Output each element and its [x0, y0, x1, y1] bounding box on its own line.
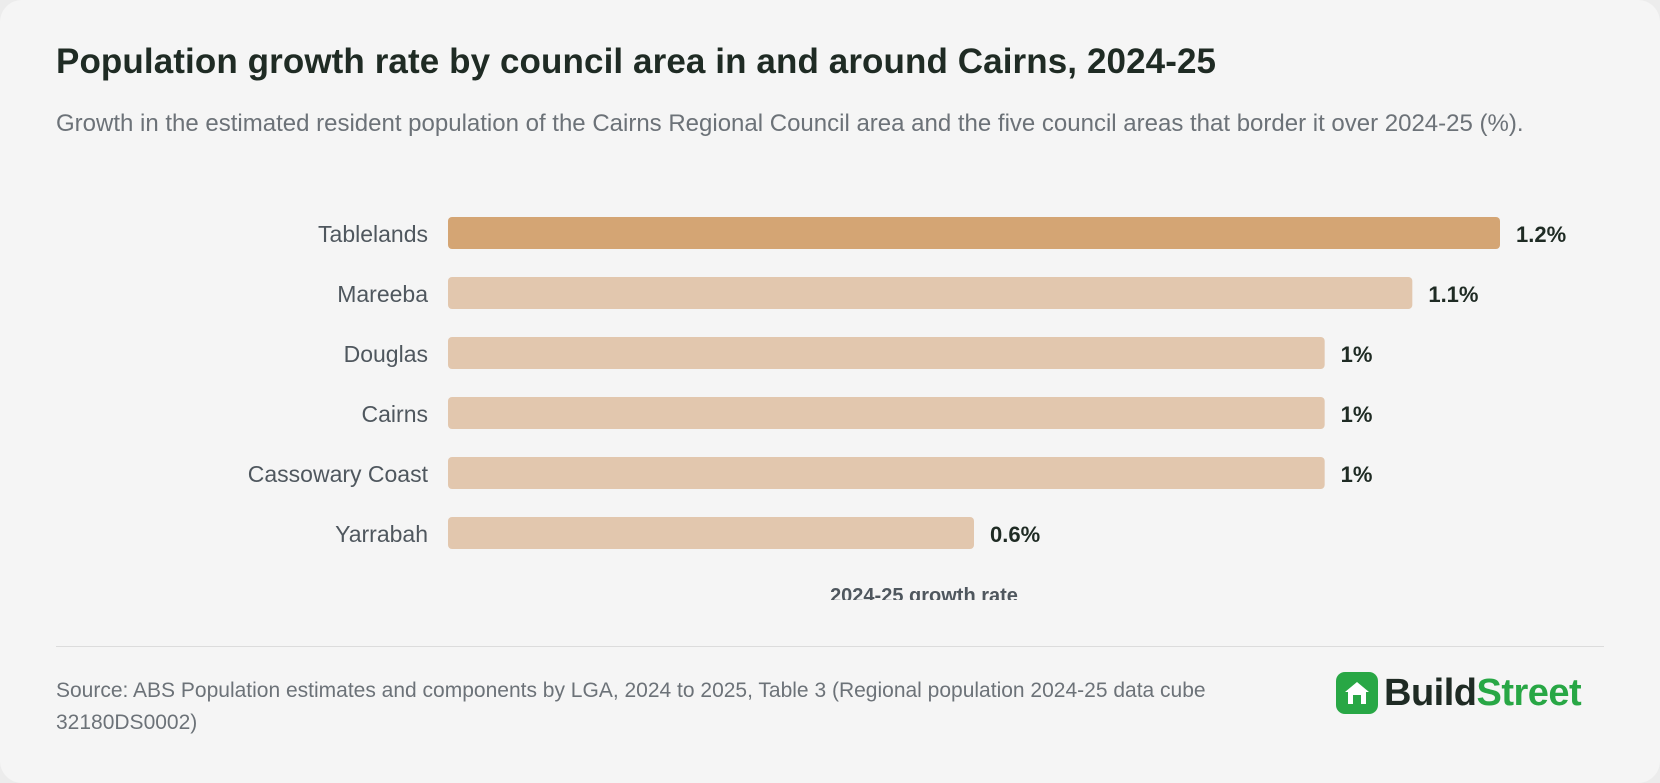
buildstreet-logo: BuildStreet — [1336, 670, 1582, 716]
source-note: Source: ABS Population estimates and com… — [56, 679, 1206, 734]
chart-title: Population growth rate by council area i… — [56, 42, 1217, 81]
value-label-mareeba: 1.1% — [1428, 282, 1478, 307]
value-label-douglas: 1% — [1341, 342, 1373, 367]
category-label-tablelands: Tablelands — [318, 221, 428, 247]
value-label-yarrabah: 0.6% — [990, 522, 1040, 547]
logo-part-street: Street — [1476, 671, 1582, 714]
category-label-cairns: Cairns — [362, 401, 428, 427]
logo-part-build: Build — [1384, 671, 1477, 714]
category-label-douglas: Douglas — [344, 341, 428, 367]
bar-mareeba — [448, 277, 1413, 309]
value-label-tablelands: 1.2% — [1516, 222, 1566, 247]
bar-cassowary-coast — [448, 457, 1325, 489]
category-label-cassowary-coast: Cassowary Coast — [248, 461, 429, 487]
house-icon — [1336, 672, 1378, 714]
value-label-cairns: 1% — [1341, 402, 1373, 427]
x-axis-label: 2024-25 growth rate — [830, 585, 1018, 600]
category-label-yarrabah: Yarrabah — [335, 521, 428, 547]
value-label-cassowary-coast: 1% — [1341, 462, 1373, 487]
bar-cairns — [448, 397, 1325, 429]
bar-tablelands — [448, 217, 1500, 249]
bar-chart: Tablelands 1.2% Mareeba 1.1% Douglas 1% Cairns… — [248, 217, 1566, 600]
category-label-mareeba: Mareeba — [337, 281, 428, 307]
bar-yarrabah — [448, 517, 974, 549]
footer-divider — [56, 646, 1604, 647]
bar-douglas — [448, 337, 1325, 369]
chart-subtitle: Growth in the estimated resident populat… — [56, 110, 1524, 137]
logo-wordmark: BuildStreet — [1384, 671, 1582, 715]
